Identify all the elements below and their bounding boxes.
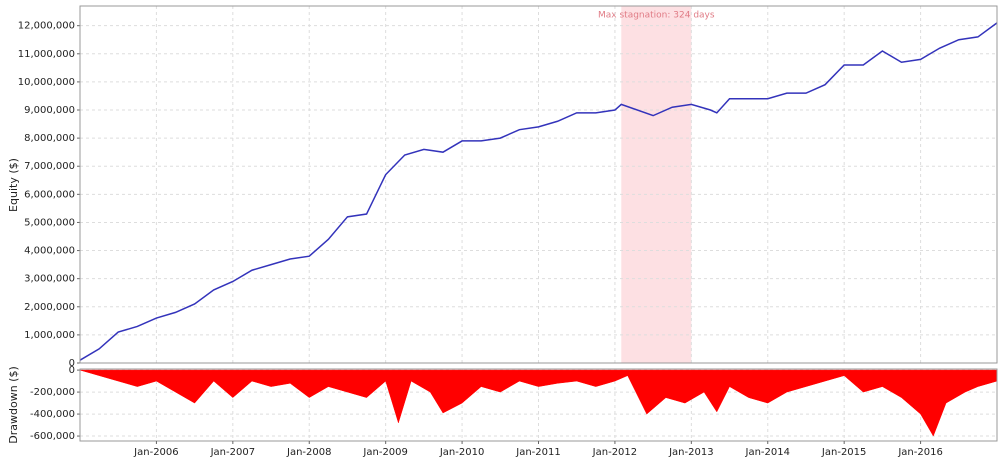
y-tick-label: 0 bbox=[69, 365, 75, 376]
equity-line bbox=[79, 22, 998, 361]
y-tick-label: 1,000,000 bbox=[24, 330, 75, 341]
y-tick-label: 7,000,000 bbox=[24, 161, 75, 172]
drawdown-area bbox=[79, 369, 998, 437]
y-tick-label: 9,000,000 bbox=[24, 105, 75, 116]
y-tick-label: -600,000 bbox=[30, 431, 75, 442]
x-tick-label: Jan-2016 bbox=[897, 447, 942, 458]
y-tick-label: 4,000,000 bbox=[24, 246, 75, 257]
y-tick-label: -200,000 bbox=[30, 387, 75, 398]
x-tick-label: Jan-2007 bbox=[210, 447, 255, 458]
x-tick-label: Jan-2009 bbox=[362, 447, 407, 458]
stagnation-band bbox=[621, 6, 692, 363]
y-tick-label: 12,000,000 bbox=[18, 21, 75, 32]
y-tick-label: 6,000,000 bbox=[24, 189, 75, 200]
plot-frame bbox=[79, 5, 998, 364]
y-axis-label: Equity ($) bbox=[7, 158, 20, 212]
x-tick-label: Jan-2008 bbox=[286, 447, 331, 458]
x-tick-label: Jan-2006 bbox=[133, 447, 178, 458]
x-tick-label: Jan-2013 bbox=[668, 447, 713, 458]
y-tick-label: 8,000,000 bbox=[24, 133, 75, 144]
x-tick-label: Jan-2014 bbox=[745, 447, 790, 458]
x-tick-label: Jan-2011 bbox=[515, 447, 560, 458]
y-tick-label: 11,000,000 bbox=[18, 49, 75, 60]
y-axis-label: Drawdown ($) bbox=[7, 366, 20, 444]
y-tick-label: 10,000,000 bbox=[18, 77, 75, 88]
y-tick-label: 0 bbox=[69, 358, 75, 369]
x-tick-label: Jan-2015 bbox=[821, 447, 866, 458]
annotation: Max stagnation: 324 days bbox=[598, 11, 715, 21]
x-tick-label: Jan-2012 bbox=[592, 447, 637, 458]
x-tick-label: Jan-2010 bbox=[439, 447, 484, 458]
y-tick-label: 2,000,000 bbox=[24, 302, 75, 313]
y-tick-label: -400,000 bbox=[30, 409, 75, 420]
y-tick-label: 3,000,000 bbox=[24, 274, 75, 285]
y-tick-label: 5,000,000 bbox=[24, 217, 75, 228]
